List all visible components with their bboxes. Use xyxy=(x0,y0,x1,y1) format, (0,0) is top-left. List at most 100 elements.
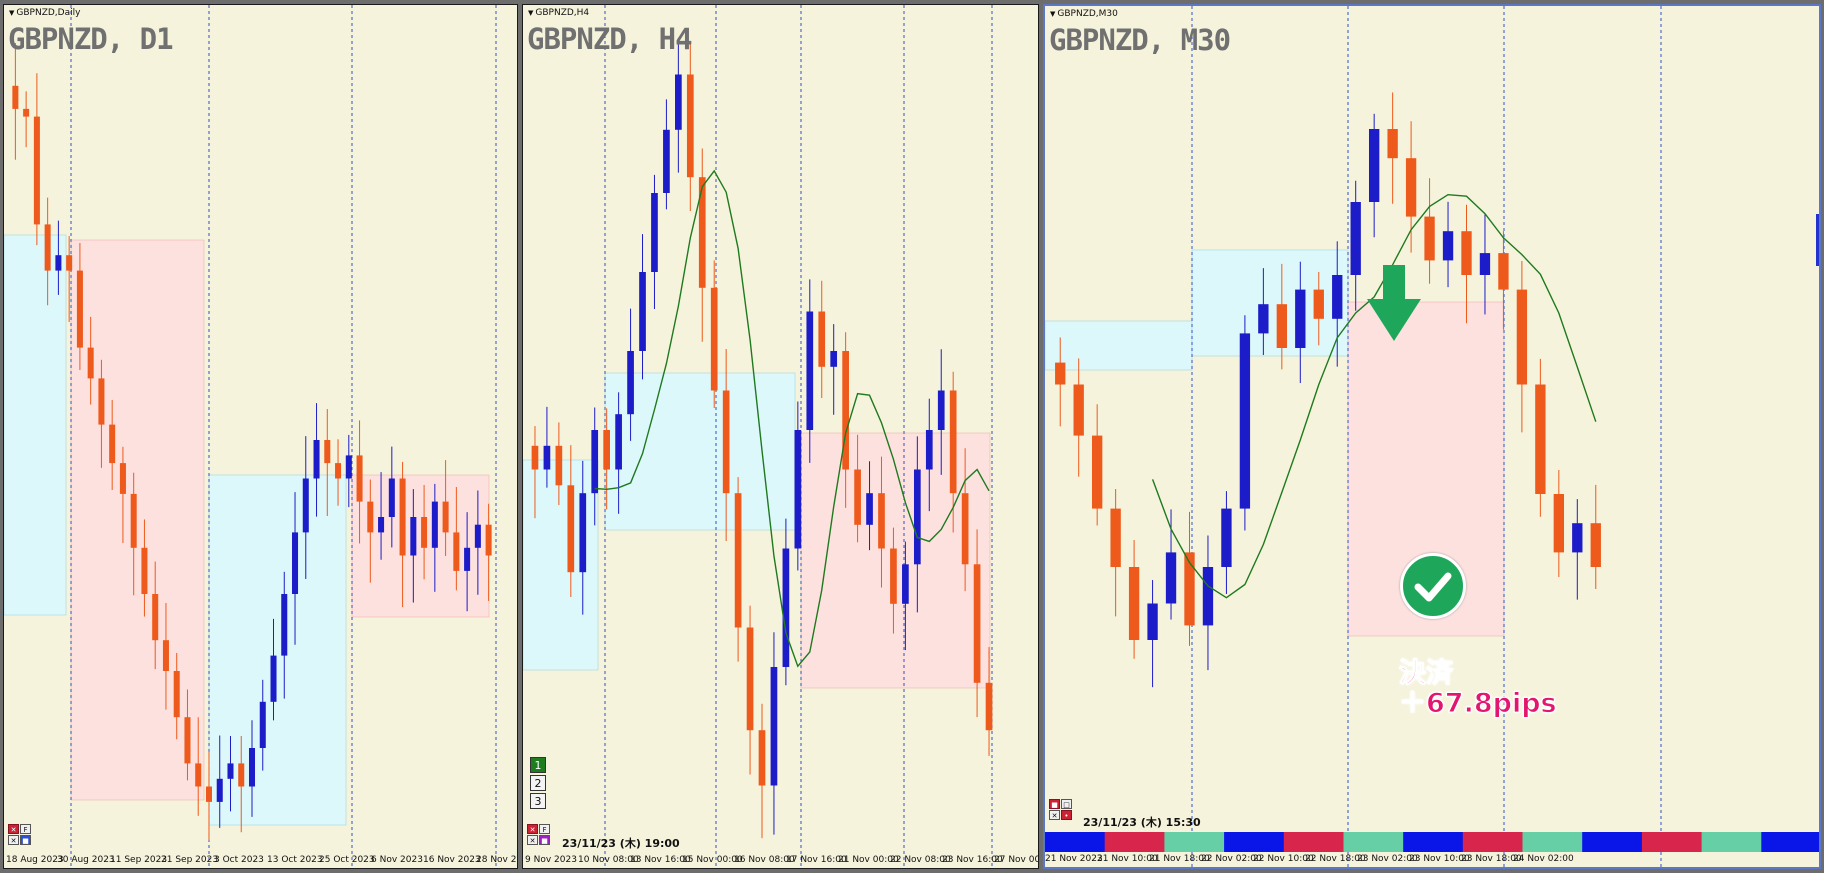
session-block xyxy=(1462,832,1523,852)
session-block xyxy=(1104,832,1165,852)
mini-button-square[interactable]: ■ xyxy=(539,835,550,845)
bear-candle xyxy=(758,730,766,786)
bull-candle xyxy=(1350,202,1361,275)
bear-candle xyxy=(710,287,718,391)
window-label: ▼ GBPNZD,H4 xyxy=(528,8,590,18)
bear-candle xyxy=(367,501,374,533)
bull-candle xyxy=(591,430,599,494)
bear-candle xyxy=(722,390,730,494)
sell-zone-rect xyxy=(70,239,205,801)
chart-canvas-m30[interactable] xyxy=(1045,6,1821,869)
bear-candle xyxy=(603,430,611,470)
bear-candle xyxy=(109,424,116,464)
mini-button-f[interactable]: F xyxy=(539,824,550,834)
bear-candle xyxy=(734,493,742,628)
bull-candle xyxy=(639,272,646,351)
window-label: ▼ GBPNZD,M30 xyxy=(1050,9,1118,19)
crosshair-datetime: 23/11/23 (木) 15:30 xyxy=(1083,816,1201,829)
bull-candle xyxy=(431,501,438,548)
bear-candle xyxy=(1091,435,1103,509)
chart-canvas-h4[interactable] xyxy=(523,5,1039,869)
buy-zone-rect xyxy=(4,234,67,616)
mini-button-dot[interactable]: • xyxy=(1061,810,1072,820)
bear-candle xyxy=(324,440,331,464)
layer-button-1[interactable]: 1 xyxy=(530,757,546,773)
chart-title: GBPNZD, H4 xyxy=(527,22,693,56)
bull-candle xyxy=(55,255,62,271)
mini-button-red[interactable]: ■ xyxy=(1049,799,1060,809)
bear-candle xyxy=(555,445,563,486)
bear-candle xyxy=(1535,384,1546,494)
bull-candle xyxy=(782,548,790,667)
chart-window-d1[interactable]: ▼ GBPNZD,Daily GBPNZD, D1 ✕ F ✕ ■ 18 Aug 20… xyxy=(3,4,518,869)
x-tick-label: 15 Nov 00:00 xyxy=(682,855,743,865)
layer-button-2[interactable]: 2 xyxy=(530,775,546,791)
session-block xyxy=(1403,832,1464,852)
mini-button-f[interactable]: F xyxy=(20,824,31,834)
bull-candle xyxy=(1295,289,1306,348)
close-icon[interactable]: ✕ xyxy=(527,824,538,834)
bull-candle xyxy=(216,778,223,802)
bull-candle xyxy=(1572,523,1583,553)
close-icon[interactable]: ✕ xyxy=(8,835,19,845)
bear-candle xyxy=(531,445,539,470)
bear-candle xyxy=(961,493,969,565)
bear-candle xyxy=(842,351,849,470)
bull-candle xyxy=(1239,333,1251,509)
dropdown-triangle-icon[interactable]: ▼ xyxy=(528,9,534,17)
x-tick-label: 13 Nov 16:00 xyxy=(630,855,691,865)
bull-candle xyxy=(464,547,471,571)
bull-candle xyxy=(270,655,277,702)
settle-pips: ＋67.8pips xyxy=(1399,688,1558,719)
session-block xyxy=(1582,832,1643,852)
bull-candle xyxy=(913,469,921,565)
bear-candle xyxy=(1461,231,1472,275)
bull-candle xyxy=(1258,304,1269,334)
bear-candle xyxy=(23,108,30,117)
x-tick-label: 22 Nov 18:00 xyxy=(1305,854,1366,864)
bear-candle xyxy=(33,116,40,225)
close-icon[interactable]: ✕ xyxy=(527,835,538,845)
close-icon[interactable]: ✕ xyxy=(1049,810,1060,820)
scroll-marker xyxy=(1816,214,1819,266)
close-icon[interactable]: ✕ xyxy=(8,824,19,834)
dropdown-triangle-icon[interactable]: ▼ xyxy=(9,9,15,17)
bear-candle xyxy=(162,640,169,671)
bull-candle xyxy=(794,430,802,549)
bull-candle xyxy=(474,524,481,548)
x-tick-label: 21 Nov 18:00 xyxy=(1149,854,1210,864)
x-tick-label: 21 Nov 00:00 xyxy=(838,855,899,865)
bull-candle xyxy=(227,763,234,779)
bear-candle xyxy=(421,517,428,548)
layer-button-3[interactable]: 3 xyxy=(530,793,546,809)
chart-canvas-d1[interactable] xyxy=(4,5,518,869)
buy-zone-rect xyxy=(1045,320,1193,371)
dropdown-triangle-icon[interactable]: ▼ xyxy=(1050,10,1056,18)
window-label: ▼ GBPNZD,Daily xyxy=(9,8,81,18)
bull-candle xyxy=(902,564,909,604)
mini-button-white[interactable]: □ xyxy=(1061,799,1072,809)
x-tick-label: 28 Nov 2023 xyxy=(476,855,517,865)
bull-candle xyxy=(830,351,838,367)
crosshair-datetime: 23/11/23 (木) 19:00 xyxy=(562,837,680,850)
bear-candle xyxy=(985,682,993,731)
mini-button-square[interactable]: ■ xyxy=(20,835,31,845)
bull-candle xyxy=(1202,567,1214,626)
bear-candle xyxy=(87,347,94,379)
x-tick-label: 25 Oct 2023 xyxy=(319,855,375,865)
bear-candle xyxy=(1276,304,1288,348)
bear-candle xyxy=(1553,494,1565,553)
bear-candle xyxy=(1405,158,1417,217)
bull-candle xyxy=(770,667,778,786)
bull-candle xyxy=(378,517,385,533)
bear-candle xyxy=(878,493,885,549)
bear-candle xyxy=(485,524,492,556)
session-block xyxy=(1641,832,1703,852)
bear-candle xyxy=(1387,129,1398,159)
chart-window-h4[interactable]: ▼ GBPNZD,H4 GBPNZD, H4 1 2 3 ✕ F ✕ ■ 23/11/… xyxy=(522,4,1039,869)
session-block xyxy=(1045,832,1106,852)
bear-candle xyxy=(1498,253,1509,290)
bear-candle xyxy=(238,763,245,787)
x-tick-label: 27 Nov 00:00 xyxy=(994,855,1038,865)
chart-window-m30[interactable]: ▼ GBPNZD,M30 GBPNZD, M30 決済 ＋67.8pips ■ □ … xyxy=(1043,4,1821,869)
